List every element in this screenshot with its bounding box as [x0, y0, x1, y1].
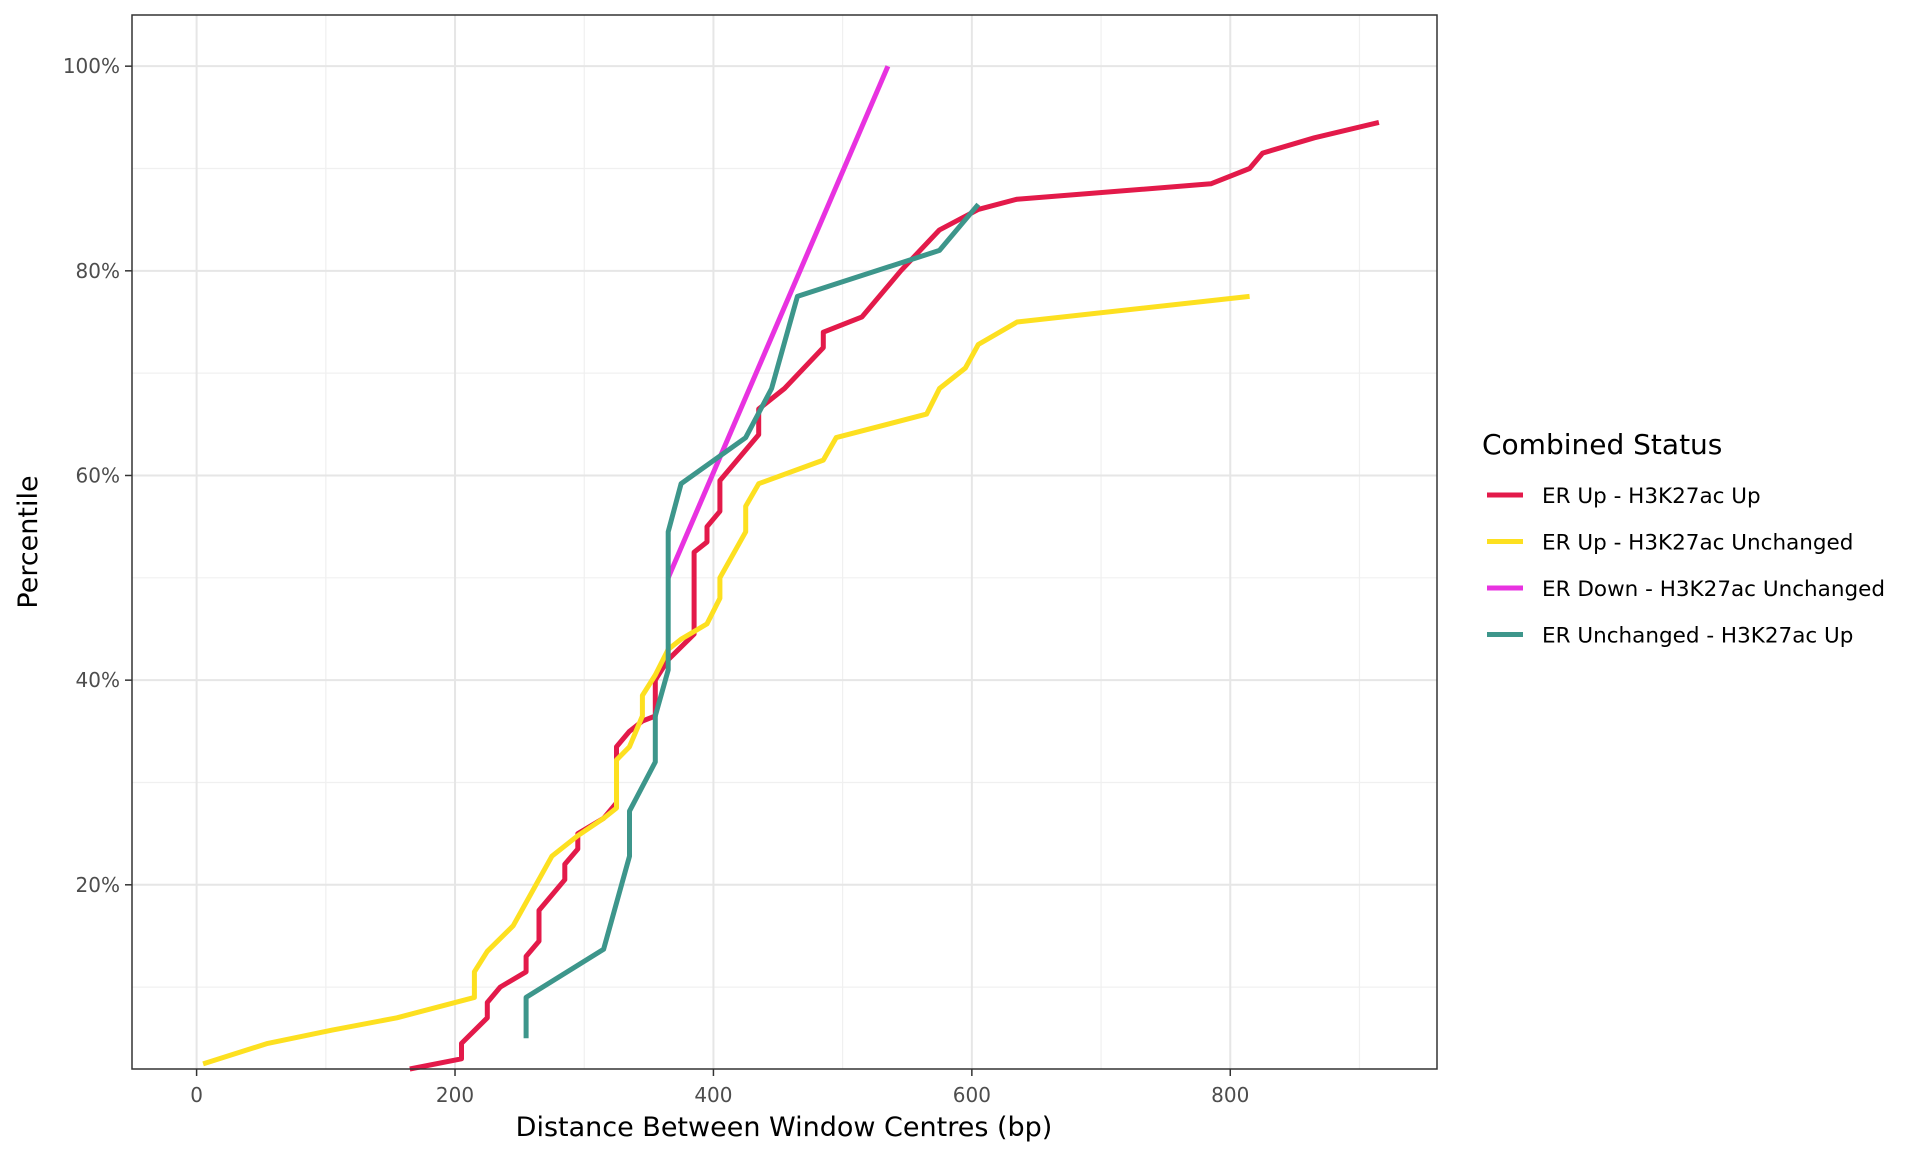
minor-gridlines	[132, 15, 1437, 1069]
legend-label: ER Down - H3K27ac Unchanged	[1542, 577, 1885, 602]
y-tick-label: 100%	[63, 54, 120, 78]
legend-label: ER Unchanged - H3K27ac Up	[1542, 624, 1853, 649]
legend: Combined Status ER Up - H3K27ac Up ER Up …	[1482, 428, 1885, 649]
y-tick-label: 80%	[76, 259, 120, 283]
legend-label: ER Up - H3K27ac Up	[1542, 484, 1761, 509]
legend-item-er-down-h3k27ac-unchanged: ER Down - H3K27ac Unchanged	[1487, 577, 1885, 602]
y-tick-label: 40%	[76, 668, 120, 692]
y-axis: 20% 40% 60% 80% 100%	[63, 54, 132, 897]
series-line-er-unchanged-h3k27ac-up	[523, 202, 981, 1039]
legend-item-er-unchanged-h3k27ac-up: ER Unchanged - H3K27ac Up	[1487, 624, 1853, 649]
legend-title: Combined Status	[1482, 428, 1722, 461]
x-axis: 0 200 400 600 800	[190, 1069, 1249, 1107]
plot-panel	[132, 15, 1437, 1069]
x-tick-label: 200	[436, 1083, 474, 1107]
plot-border	[131, 14, 1438, 1070]
legend-label: ER Up - H3K27ac Unchanged	[1542, 531, 1853, 556]
y-axis-title: Percentile	[13, 475, 44, 608]
x-tick-label: 0	[190, 1083, 203, 1107]
y-tick-label: 60%	[76, 463, 120, 487]
series-line-er-down-h3k27ac-unchanged	[665, 65, 891, 579]
x-axis-title: Distance Between Window Centres (bp)	[516, 1112, 1053, 1143]
legend-item-er-up-h3k27ac-up: ER Up - H3K27ac Up	[1487, 484, 1761, 509]
y-tick-label: 20%	[76, 873, 120, 897]
x-tick-label: 400	[694, 1083, 732, 1107]
x-tick-label: 600	[953, 1083, 991, 1107]
legend-item-er-up-h3k27ac-unchanged: ER Up - H3K27ac Unchanged	[1487, 531, 1853, 556]
major-gridlines	[132, 15, 1437, 1069]
series-lines	[202, 65, 1380, 1072]
series-line-er-up-h3k27ac-unchanged	[202, 293, 1250, 1067]
x-tick-label: 800	[1211, 1083, 1249, 1107]
